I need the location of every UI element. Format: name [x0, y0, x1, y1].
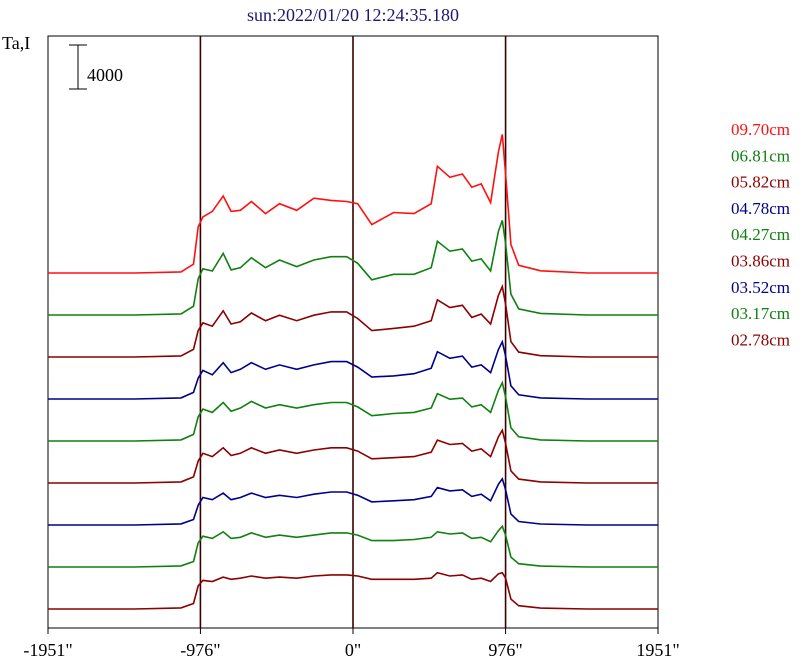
legend-item: 02.78cm — [731, 330, 790, 349]
series-line — [48, 283, 658, 358]
vertical-reference-lines — [199, 36, 507, 628]
legend-item: 03.17cm — [731, 304, 790, 323]
legend-item: 04.78cm — [731, 199, 790, 218]
x-tick-label: 1951" — [636, 640, 679, 660]
legend-item: 06.81cm — [731, 146, 790, 165]
scale-bar-label: 4000 — [87, 65, 123, 85]
series-line — [48, 571, 658, 610]
scale-bar: 4000 — [69, 44, 123, 90]
series-line — [48, 380, 658, 442]
legend-item: 03.52cm — [731, 278, 790, 297]
legend-item: 03.86cm — [731, 252, 790, 271]
series-lines — [48, 134, 658, 610]
x-tick-label: 976" — [488, 640, 522, 660]
series-line — [48, 428, 658, 484]
series-line — [48, 220, 658, 316]
x-tick-label: 0" — [345, 640, 361, 660]
x-axis-ticks: -1951" -976" 0" 976" 1951" — [23, 628, 680, 660]
legend-item: 04.27cm — [731, 225, 790, 244]
legend-item: 05.82cm — [731, 173, 790, 192]
chart-title: sun:2022/01/20 12:24:35.180 — [247, 5, 459, 25]
series-line — [48, 524, 658, 568]
legend-item: 09.70cm — [731, 120, 790, 139]
series-line — [48, 339, 658, 400]
series-line — [48, 477, 658, 526]
y-axis-label: Ta,I — [2, 33, 30, 53]
legend: 09.70cm 06.81cm 05.82cm 04.78cm 04.27cm 03.86… — [731, 120, 790, 349]
series-line — [48, 134, 658, 274]
x-tick-label: -976" — [180, 640, 220, 660]
x-tick-label: -1951" — [23, 640, 72, 660]
